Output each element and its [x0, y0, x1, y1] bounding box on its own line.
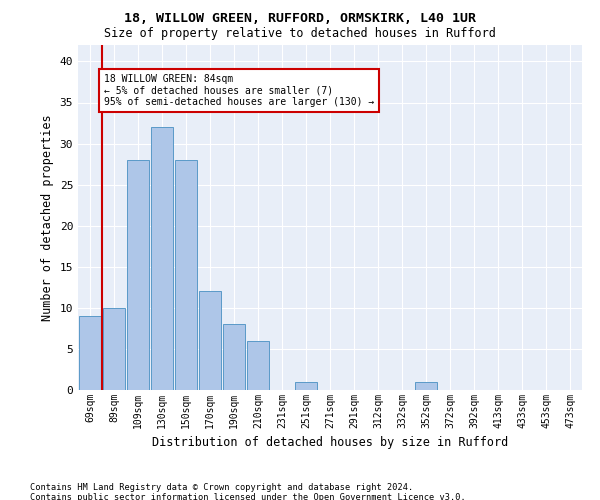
- Text: Size of property relative to detached houses in Rufford: Size of property relative to detached ho…: [104, 28, 496, 40]
- Bar: [295, 382, 317, 390]
- Bar: [103, 308, 125, 390]
- X-axis label: Distribution of detached houses by size in Rufford: Distribution of detached houses by size …: [152, 436, 508, 450]
- Bar: [79, 316, 101, 390]
- Text: Contains HM Land Registry data © Crown copyright and database right 2024.: Contains HM Land Registry data © Crown c…: [30, 482, 413, 492]
- Text: 18 WILLOW GREEN: 84sqm
← 5% of detached houses are smaller (7)
95% of semi-detac: 18 WILLOW GREEN: 84sqm ← 5% of detached …: [104, 74, 374, 107]
- Bar: [151, 127, 173, 390]
- Bar: [223, 324, 245, 390]
- Text: 18, WILLOW GREEN, RUFFORD, ORMSKIRK, L40 1UR: 18, WILLOW GREEN, RUFFORD, ORMSKIRK, L40…: [124, 12, 476, 26]
- Bar: [175, 160, 197, 390]
- Bar: [127, 160, 149, 390]
- Bar: [247, 340, 269, 390]
- Text: Contains public sector information licensed under the Open Government Licence v3: Contains public sector information licen…: [30, 492, 466, 500]
- Y-axis label: Number of detached properties: Number of detached properties: [41, 114, 54, 321]
- Bar: [199, 292, 221, 390]
- Bar: [415, 382, 437, 390]
